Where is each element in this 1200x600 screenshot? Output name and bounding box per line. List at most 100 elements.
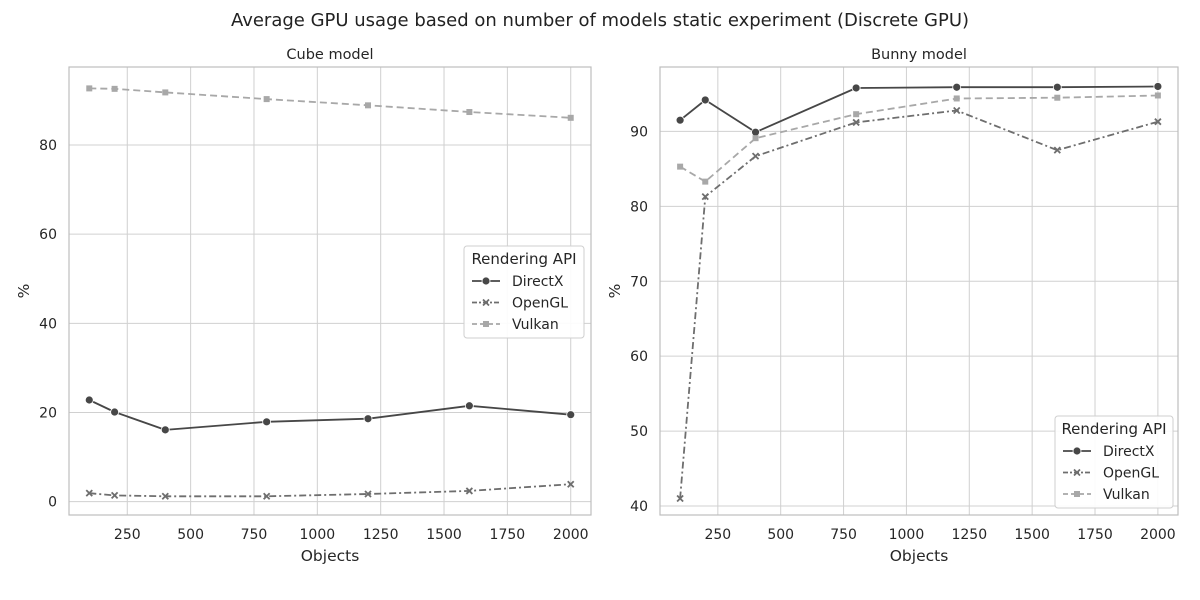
data-point-directx — [751, 127, 760, 137]
data-point-vulkan — [162, 89, 169, 96]
data-point-opengl-stroke-b — [953, 106, 961, 115]
y-axis-label: % — [15, 284, 33, 299]
x-tick-label: 1250 — [951, 527, 987, 543]
data-point-opengl-stroke-b — [567, 480, 575, 488]
y-tick-label: 20 — [39, 405, 57, 421]
data-point-vulkan — [752, 135, 759, 142]
data-point-opengl — [1053, 146, 1061, 154]
legend-box — [463, 245, 585, 339]
data-point-directx — [952, 82, 962, 92]
data-point-opengl-stroke-b — [263, 492, 271, 500]
data-point-vulkan — [677, 163, 684, 170]
series-line-vulkan — [89, 87, 571, 119]
x-tick-label: 2000 — [1140, 527, 1176, 543]
y-tick-label: 70 — [630, 274, 648, 290]
data-point-opengl — [465, 487, 474, 495]
data-point-opengl — [1154, 118, 1162, 126]
data-point-vulkan — [567, 114, 574, 121]
data-point-opengl — [161, 492, 169, 500]
legend-marker-directx — [1072, 446, 1082, 456]
data-point-opengl-stroke-b — [852, 118, 860, 127]
legend-label-opengl: OpenGL — [512, 296, 568, 312]
y-axis-label: % — [606, 284, 624, 299]
data-point-vulkan — [111, 85, 118, 92]
legend-title: Rendering API — [471, 250, 576, 268]
legend-marker-vulkan — [483, 321, 489, 327]
x-tick-label: 1500 — [426, 527, 462, 543]
data-point-opengl-stroke-b — [701, 192, 709, 201]
y-tick-label: 40 — [39, 316, 57, 332]
data-point-directx — [110, 407, 120, 417]
plot-frame — [659, 66, 1179, 516]
data-point-opengl-stroke-b — [1154, 118, 1162, 126]
data-point-opengl — [701, 192, 709, 201]
data-point-directx — [1153, 82, 1163, 91]
legend: Rendering API DirectX OpenGL Vulkan — [1054, 415, 1174, 509]
x-tick-label: 750 — [830, 527, 857, 543]
x-tick-label: 1500 — [1014, 527, 1050, 543]
data-point-opengl — [110, 491, 119, 500]
data-point-opengl — [852, 118, 860, 127]
legend-label-vulkan: Vulkan — [512, 317, 559, 333]
x-tick-label: 250 — [704, 527, 731, 543]
data-point-opengl — [263, 492, 271, 500]
legend-marker-opengl — [1073, 468, 1081, 477]
data-point-vulkan — [702, 178, 709, 185]
legend-title: Rendering API — [1061, 420, 1166, 438]
y-tick-label: 80 — [39, 138, 57, 154]
data-point-vulkan — [853, 111, 860, 118]
data-point-opengl-stroke-b — [161, 492, 169, 500]
legend-label-opengl: OpenGL — [1103, 466, 1159, 482]
data-point-opengl-stroke-b — [85, 489, 93, 497]
chart-title: Bunny model — [871, 47, 967, 63]
data-point-directx — [84, 395, 94, 405]
series-line-vulkan — [679, 94, 1158, 183]
chart-panel-2: 250 500 750 1000 1250 1500 1750 2000 40 50 60 70 80 9… — [606, 47, 1179, 565]
data-point-opengl-stroke-b — [364, 490, 372, 498]
x-tick-label: 500 — [767, 527, 794, 543]
data-point-opengl-stroke-b — [1053, 146, 1061, 154]
legend-marker-opengl — [482, 298, 490, 307]
data-point-directx — [363, 414, 373, 424]
data-point-opengl — [364, 490, 372, 498]
x-tick-label: 2000 — [553, 527, 589, 543]
x-tick-label: 750 — [241, 527, 268, 543]
data-point-vulkan — [953, 95, 960, 102]
x-tick-label: 500 — [177, 527, 204, 543]
data-point-directx — [566, 410, 576, 420]
x-axis-label: Objects — [890, 547, 949, 565]
chart-panel-1: 250 500 750 1000 1250 1500 1750 2000 0 20 40 60 80 Cu… — [15, 47, 592, 565]
data-point-vulkan — [365, 102, 372, 109]
data-point-directx — [1052, 82, 1062, 92]
data-point-opengl — [676, 494, 684, 503]
data-point-directx — [675, 115, 685, 125]
y-tick-label: 90 — [630, 124, 648, 140]
legend: Rendering API DirectX OpenGL Vulkan — [463, 245, 585, 339]
x-tick-label: 1250 — [363, 527, 399, 543]
data-point-vulkan — [1054, 94, 1061, 101]
series-line-opengl — [89, 483, 571, 498]
data-point-opengl — [751, 152, 760, 160]
data-point-opengl-stroke-b — [465, 487, 474, 495]
x-tick-label: 250 — [114, 527, 141, 543]
legend-marker-vulkan — [1074, 491, 1080, 497]
data-point-opengl-stroke-b — [751, 152, 760, 160]
data-point-directx — [851, 83, 861, 93]
legend-label-directx: DirectX — [512, 274, 564, 290]
data-point-opengl — [85, 489, 93, 497]
y-tick-label: 60 — [39, 227, 57, 243]
data-point-vulkan — [1154, 92, 1161, 99]
series-line-directx — [679, 85, 1158, 134]
y-tick-label: 60 — [630, 349, 648, 365]
x-tick-label: 1750 — [490, 527, 526, 543]
data-point-directx — [464, 401, 474, 411]
legend-marker-opengl-stroke-b — [1073, 468, 1081, 477]
figure-title: Average GPU usage based on number of mod… — [230, 10, 970, 31]
data-point-opengl — [567, 480, 575, 488]
x-tick-label: 1000 — [889, 527, 925, 543]
data-point-directx — [700, 95, 710, 105]
y-tick-label: 80 — [630, 199, 648, 215]
legend-marker-opengl-stroke-b — [482, 298, 490, 307]
